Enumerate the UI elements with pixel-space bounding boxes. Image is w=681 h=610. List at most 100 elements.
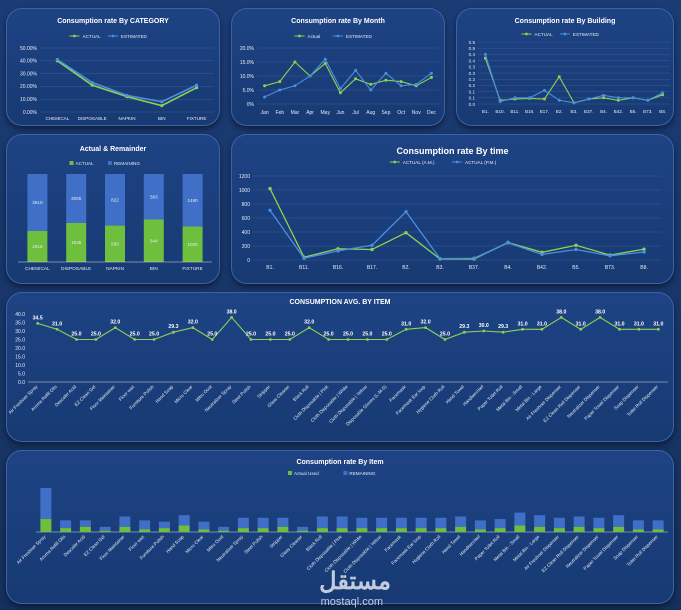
month-chart: Actual ESTIMATED 0% 5.0% 10.0% 15.0% 20.0% Jan F… bbox=[240, 34, 439, 116]
legend-label: Actual bbox=[308, 34, 321, 39]
bar-value-label: 580 bbox=[111, 241, 119, 246]
data-point bbox=[323, 61, 327, 65]
x-tick-label: Mitro Oust bbox=[206, 534, 225, 553]
data-point bbox=[616, 96, 620, 100]
bar-remaining bbox=[119, 516, 131, 527]
data-point bbox=[557, 75, 561, 79]
data-label: 31.0 bbox=[517, 321, 527, 327]
data-point bbox=[642, 250, 646, 254]
legend-marker bbox=[298, 34, 301, 38]
x-tick-label: Cloth Disposable | Pink bbox=[292, 384, 330, 422]
data-point bbox=[346, 338, 350, 341]
y-tick-label: 0.5 bbox=[469, 40, 476, 45]
data-point bbox=[482, 329, 486, 333]
data-label: 25.0 bbox=[324, 332, 334, 338]
x-tick-label: Steel Polish bbox=[231, 384, 252, 405]
bar-remaining bbox=[79, 520, 91, 527]
x-tick-label: Stripper bbox=[256, 384, 271, 399]
x-tick-label: DISPOSABLE bbox=[61, 266, 91, 272]
data-label: 25.0 bbox=[265, 332, 275, 338]
y-tick-label: 800 bbox=[242, 202, 251, 208]
bar-actual bbox=[573, 526, 585, 532]
bar-actual bbox=[395, 528, 407, 532]
x-tick-label: Aug bbox=[366, 110, 375, 116]
data-point bbox=[172, 330, 175, 334]
data-point bbox=[323, 57, 327, 61]
legend-label: ESTIMATED bbox=[121, 34, 148, 39]
bar-actual bbox=[40, 519, 52, 532]
x-tick-label: Air Freshner Dispenser bbox=[525, 384, 562, 421]
x-tick-label: Floor wax bbox=[128, 534, 146, 552]
bar-value-label: 2055 bbox=[71, 196, 82, 201]
data-point bbox=[616, 98, 620, 102]
y-tick-label: 30.00% bbox=[20, 71, 38, 77]
bar-remaining bbox=[514, 512, 526, 526]
bar-actual bbox=[99, 530, 111, 532]
y-tick-label: 25.0 bbox=[15, 337, 25, 343]
bar-value-label: 1915 bbox=[32, 244, 43, 249]
data-point bbox=[268, 186, 272, 191]
data-point bbox=[338, 87, 342, 91]
building-chart-card: Consumption rate By Building ACTUAL ESTIM… bbox=[456, 8, 674, 126]
y-tick-label: 0 bbox=[247, 258, 250, 264]
data-point bbox=[125, 93, 129, 97]
data-label: 25.0 bbox=[149, 332, 159, 338]
remainder-chart-title: Actual & Remainder bbox=[79, 146, 147, 153]
data-point bbox=[642, 247, 646, 251]
x-tick-label: Jun bbox=[336, 110, 344, 116]
data-point bbox=[385, 338, 389, 341]
legend-label: ACTUAL bbox=[535, 32, 554, 37]
bar-remaining bbox=[474, 520, 486, 530]
legend-marker bbox=[336, 34, 340, 38]
data-point bbox=[293, 60, 297, 64]
series-line-actual bbox=[484, 57, 663, 104]
bar-remaining bbox=[99, 526, 111, 531]
bar-value-label: 822 bbox=[111, 197, 119, 202]
data-point bbox=[528, 96, 532, 100]
data-point bbox=[602, 93, 606, 97]
x-tick-label: Cloth Disposable | Pink bbox=[306, 534, 344, 572]
data-point bbox=[195, 86, 199, 90]
bar-actual bbox=[455, 526, 467, 532]
data-label: 31.0 bbox=[401, 321, 411, 327]
bar-actual bbox=[336, 528, 348, 532]
data-point bbox=[90, 83, 94, 87]
legend-label: Actual Used bbox=[294, 471, 319, 476]
y-tick-label: 1200 bbox=[239, 174, 250, 180]
y-tick-label: 400 bbox=[242, 230, 251, 236]
bar-actual bbox=[553, 528, 565, 532]
data-point bbox=[55, 57, 60, 62]
bar-actual bbox=[593, 528, 605, 532]
bar-remaining bbox=[105, 174, 125, 226]
bar-value-label: 3510 bbox=[32, 200, 43, 205]
x-tick-label: B17. bbox=[540, 109, 549, 114]
data-label: 38.0 bbox=[595, 309, 605, 315]
bar-actual bbox=[158, 528, 170, 532]
x-tick-label: B11. bbox=[510, 109, 519, 114]
y-tick-label: 10.00% bbox=[20, 97, 38, 103]
x-tick-label: B16. bbox=[525, 109, 534, 114]
y-tick-label: 0.3 bbox=[469, 71, 476, 76]
x-tick-label: B5. bbox=[630, 109, 637, 114]
bar-actual bbox=[237, 528, 249, 532]
data-point bbox=[598, 316, 602, 319]
data-point bbox=[336, 249, 340, 253]
series-line-actual bbox=[56, 60, 197, 107]
data-point bbox=[521, 327, 524, 331]
x-tick-label: Stripper bbox=[269, 534, 284, 549]
bar-value-label: 1000 bbox=[187, 242, 198, 247]
data-point bbox=[498, 100, 502, 104]
data-point bbox=[75, 338, 78, 341]
bar-remaining bbox=[336, 516, 348, 529]
bar-remaining bbox=[277, 517, 289, 527]
x-tick-label: EZ Clean Roll Dispenser bbox=[542, 384, 581, 423]
bar-remaining bbox=[143, 174, 164, 220]
legend-swatch bbox=[69, 161, 74, 165]
category-chart-title: Consumption rate By CATEGORY bbox=[57, 18, 169, 25]
legend-swatch bbox=[343, 471, 348, 475]
y-tick-label: 600 bbox=[242, 216, 251, 222]
x-tick-label: Neutralizer Dispenser bbox=[566, 384, 601, 419]
bar-actual bbox=[178, 525, 190, 532]
data-point bbox=[210, 338, 214, 341]
data-point bbox=[160, 104, 164, 108]
